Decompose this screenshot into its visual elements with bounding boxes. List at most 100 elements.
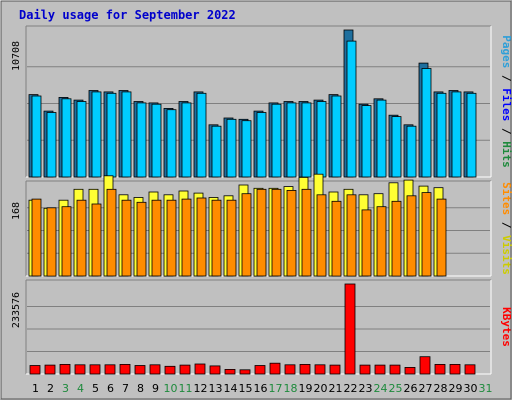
bar-visits-sites-day-19 [301,188,312,277]
bar-kbytes-kbytes-day-28 [434,363,446,375]
bar-hits-files-day-10 [166,109,177,178]
legend-entry: Pages [500,35,512,68]
day-label-18: 18 [284,382,298,395]
chart-panels: 10708 Pages / Files / Hits 168 Sites / Visi… [11,25,512,375]
day-label-16: 16 [254,382,268,395]
bar-hits-files-day-4 [76,101,87,178]
bar-visits-sites-day-5 [91,203,102,277]
bar-hits-files-day-28 [436,92,447,178]
bar-kbytes-kbytes-day-15 [239,369,251,375]
panel-kbytes: 233576 KBytes [11,279,512,375]
bar-hits-files-day-20 [316,101,327,178]
bar-hits-files-day-29 [451,91,462,178]
day-label-20: 20 [314,382,328,395]
bar-hits-files-day-25 [391,116,402,178]
day-label-13: 13 [209,382,223,395]
bar-hits-files-day-8 [136,102,147,178]
day-label-12: 12 [194,382,208,395]
day-label-21: 21 [329,382,343,395]
bar-visits-sites-day-16 [256,188,267,277]
day-label-19: 19 [299,382,313,395]
day-label-11: 11 [179,382,193,395]
day-label-27: 27 [419,382,433,395]
day-axis-labels: 1 2 3 4 5 6 7 8 9 10 11 12 13 14 15 16 17 18 19 20 21 22 23 24 2… [32,382,493,395]
bar-kbytes-kbytes-day-29 [449,363,461,375]
day-label-29: 29 [449,382,463,395]
bar-hits-files-day-19 [301,102,312,178]
bar-hits-files-day-6 [106,92,117,178]
bar-hits-files-day-22 [346,40,357,178]
bar-visits-sites-day-4 [76,199,87,277]
bar-kbytes-kbytes-day-14 [224,368,236,375]
day-label-25: 25 [389,382,403,395]
day-label-6: 6 [107,382,114,395]
day-label-23: 23 [359,382,373,395]
bar-visits-sites-day-20 [316,194,327,277]
panel-hits-legend: Pages / Files / Hits [500,35,512,168]
bar-hits-files-day-15 [241,120,252,178]
panel-kbytes-ymax-label: 233576 [11,292,22,328]
bar-hits-files-day-12 [196,92,207,178]
bar-kbytes-kbytes-day-27 [419,356,431,375]
legend-entry: Visits [500,235,512,275]
day-label-5: 5 [92,382,99,395]
panel-kbytes-legend: KBytes [500,307,512,347]
bar-kbytes-kbytes-day-10 [164,365,176,375]
bar-kbytes-kbytes-day-4 [74,364,86,375]
bar-hits-files-day-9 [151,103,162,178]
bar-kbytes-kbytes-day-5 [89,364,101,375]
bar-visits-sites-day-23 [361,209,372,277]
day-label-31: 31 [479,382,493,395]
bar-kbytes-kbytes-day-20 [314,364,326,375]
bar-hits-files-day-17 [271,103,282,178]
bar-hits-files-day-1 [31,95,42,178]
bar-visits-sites-day-8 [136,201,147,277]
day-label-8: 8 [137,382,144,395]
bar-visits-sites-day-22 [346,194,357,277]
bar-hits-files-day-14 [226,118,237,178]
bar-kbytes-kbytes-day-7 [119,363,131,375]
bar-hits-files-day-23 [361,105,372,178]
bar-kbytes-kbytes-day-23 [359,364,371,375]
bar-visits-sites-day-6 [106,188,117,277]
panel-visits: 168 Sites / Visits [11,173,512,277]
bar-hits-files-day-3 [61,98,72,178]
bar-hits-files-day-5 [91,91,102,178]
bar-kbytes-kbytes-day-1 [29,365,41,375]
bar-hits-files-day-26 [406,125,417,178]
day-label-1: 1 [32,382,39,395]
bar-kbytes-kbytes-day-9 [149,364,161,375]
bar-kbytes-kbytes-day-21 [329,364,341,375]
bar-visits-sites-day-10 [166,199,177,277]
day-label-15: 15 [239,382,253,395]
day-label-2: 2 [47,382,54,395]
bar-kbytes-kbytes-day-25 [389,364,401,375]
bar-kbytes-kbytes-day-13 [209,365,221,375]
legend-entry: / [500,68,512,88]
bar-visits-sites-day-11 [181,198,192,277]
bar-kbytes-kbytes-day-11 [179,364,191,375]
bar-hits-files-day-7 [121,91,132,178]
bar-kbytes-kbytes-day-18 [284,364,296,375]
day-label-24: 24 [374,382,388,395]
bar-visits-sites-day-7 [121,199,132,277]
day-label-17: 17 [269,382,283,395]
bar-hits-files-day-21 [331,95,342,178]
bar-kbytes-kbytes-day-6 [104,364,116,375]
bar-visits-sites-day-9 [151,199,162,277]
day-label-7: 7 [122,382,129,395]
chart-title: Daily usage for September 2022 [19,8,236,22]
panel-visits-ymax-label: 168 [11,202,22,220]
bar-kbytes-kbytes-day-3 [59,363,71,375]
bar-visits-sites-day-13 [211,199,222,277]
bar-visits-sites-day-1 [31,198,42,277]
legend-entry: Hits [500,141,512,168]
day-label-14: 14 [224,382,238,395]
bar-visits-sites-day-3 [61,206,72,277]
bar-hits-files-day-27 [421,68,432,178]
bar-visits-sites-day-24 [376,206,387,277]
bar-visits-sites-day-2 [46,207,57,277]
bar-kbytes-kbytes-day-12 [194,363,206,375]
